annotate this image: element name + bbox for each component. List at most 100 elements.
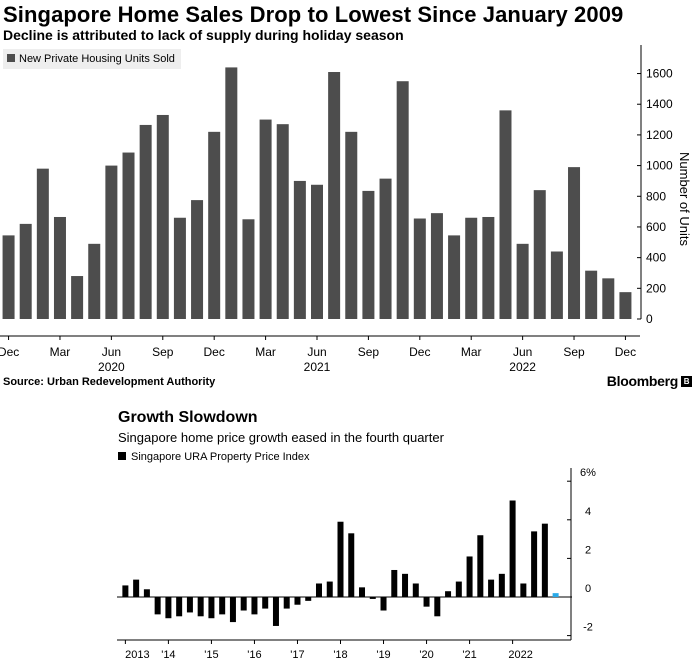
bar: [345, 131, 358, 319]
x-tick-label: Sep: [563, 345, 585, 359]
bar: [541, 523, 548, 597]
bar: [488, 579, 495, 597]
bar: [359, 587, 366, 597]
bar: [499, 110, 512, 319]
x-year-label: 2020: [98, 360, 125, 374]
bar: [423, 597, 430, 607]
bar: [122, 152, 135, 319]
y-tick-label: 600: [646, 220, 666, 234]
bar: [143, 589, 150, 597]
bar: [396, 81, 409, 319]
x-tick-label: '15: [204, 649, 218, 661]
x-tick-label: Jun: [307, 345, 326, 359]
y-axis-title: Number of Units: [677, 152, 692, 246]
x-tick-label: '17: [290, 649, 304, 661]
bar: [176, 597, 183, 617]
bar: [326, 581, 333, 597]
x-tick-label: Mar: [255, 345, 276, 359]
bar: [434, 597, 441, 617]
x-tick-label: Jun: [102, 345, 121, 359]
bar: [315, 583, 322, 597]
bar: [219, 597, 226, 615]
chart2-subtitle: Singapore home price growth eased in the…: [118, 430, 444, 445]
bar: [262, 597, 269, 609]
bar: [348, 533, 355, 597]
chart-title: Singapore Home Sales Drop to Lowest Sinc…: [3, 2, 624, 27]
bar: [516, 243, 529, 319]
legend-label: New Private Housing Units Sold: [19, 53, 175, 65]
legend2-swatch: [118, 452, 126, 461]
bar: [412, 583, 419, 597]
bar: [311, 184, 323, 319]
bar: [455, 581, 462, 597]
y-tick-label: 400: [646, 251, 666, 265]
x-tick-label: '16: [247, 649, 261, 661]
bar: [186, 597, 193, 613]
bar: [369, 597, 376, 599]
bar: [133, 579, 140, 597]
bar: [19, 223, 32, 319]
bar: [105, 165, 118, 319]
bar: [430, 213, 443, 319]
bar: [568, 167, 581, 319]
bar: [520, 583, 527, 597]
bar: [242, 219, 255, 319]
bar: [53, 216, 66, 319]
bar: [197, 597, 204, 617]
bar: [283, 597, 290, 609]
bar: [448, 235, 461, 319]
bar: [498, 573, 505, 597]
x-tick-label: Dec: [0, 345, 19, 359]
x-tick-label: '14: [161, 649, 175, 661]
bar: [585, 270, 598, 319]
y-tick-label: 1000: [646, 159, 673, 173]
source-note: Source: Urban Redevelopment Authority: [3, 376, 216, 388]
y-tick-label: 1600: [646, 67, 673, 81]
y-tick-label: 0: [646, 312, 653, 326]
y-tick-label: 200: [646, 281, 666, 295]
bar: [413, 218, 426, 319]
x-tick-label: Dec: [409, 345, 430, 359]
bar: [602, 278, 615, 319]
y-tick-label: -2: [583, 622, 593, 634]
bar: [328, 72, 341, 320]
bar: [36, 168, 49, 319]
bar: [251, 597, 258, 615]
bar: [465, 217, 478, 319]
bar: [466, 556, 473, 597]
bar: [191, 200, 204, 319]
chart-subtitle: Decline is attributed to lack of supply …: [3, 27, 404, 43]
chart2-title: Growth Slowdown: [118, 409, 258, 426]
bar: [208, 131, 221, 319]
brand-mark-icon: B: [681, 375, 692, 387]
bar: [208, 597, 215, 619]
y-tick-label: 4: [585, 506, 591, 518]
bar: [276, 124, 289, 319]
bloomberg-logo: Bloomberg B: [607, 373, 692, 389]
bar: [272, 597, 279, 626]
x-tick-label: Mar: [50, 345, 71, 359]
bar: [391, 569, 398, 597]
y-tick-label: 1400: [646, 97, 673, 111]
y-tick-label: 6%: [580, 467, 596, 479]
y-tick-label: 0: [585, 583, 591, 595]
bar: [225, 67, 238, 319]
bar: [380, 597, 387, 611]
chart-legend: New Private Housing Units Sold: [3, 49, 181, 69]
bar: [445, 591, 452, 597]
bar: [156, 114, 169, 319]
bar: [88, 243, 101, 319]
bar: [294, 597, 301, 605]
bar: [337, 521, 344, 597]
bar: [362, 190, 375, 319]
bar: [229, 597, 236, 623]
bar: [509, 500, 516, 597]
x-tick-label: Dec: [615, 345, 636, 359]
bar: [240, 597, 247, 611]
x-year-label: 2022: [509, 360, 536, 374]
bar: [550, 251, 563, 319]
brand-name: Bloomberg: [606, 373, 679, 389]
y-tick-label: 800: [646, 189, 666, 203]
bar: [402, 573, 409, 597]
x-tick-label: '20: [419, 649, 433, 661]
